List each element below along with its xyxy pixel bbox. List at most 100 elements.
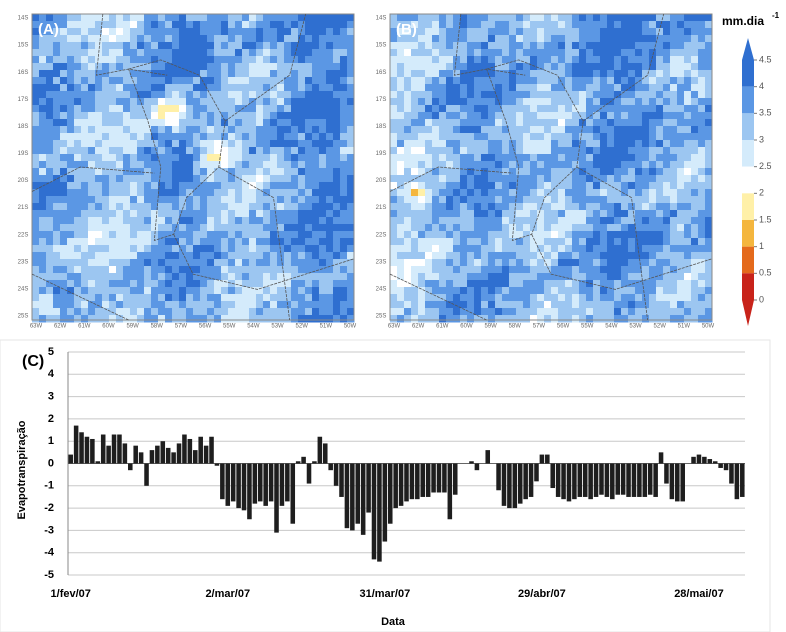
map-cell — [537, 14, 545, 22]
map-cell — [551, 105, 559, 113]
map-cell — [502, 133, 510, 141]
map-cell — [691, 140, 699, 148]
map-cell — [523, 294, 531, 302]
colorbar-tick-label: 1.5 — [759, 214, 772, 224]
map-cell — [214, 28, 222, 36]
map-cell — [277, 245, 285, 253]
map-cell — [432, 238, 440, 246]
map-cell — [572, 154, 580, 162]
bar — [160, 441, 166, 464]
map-cell — [263, 49, 271, 57]
map-cell — [305, 182, 313, 190]
map-cell — [558, 203, 566, 211]
map-cell — [39, 21, 47, 29]
map-cell — [88, 287, 96, 295]
map-cell — [593, 161, 601, 169]
map-cell — [397, 42, 405, 50]
map-cell — [691, 175, 699, 183]
map-cell — [130, 224, 138, 232]
map-cell — [516, 168, 524, 176]
map-cell — [95, 231, 103, 239]
map-cell — [102, 42, 110, 50]
map-cell — [495, 77, 503, 85]
map-cell — [186, 140, 194, 148]
map-cell — [277, 224, 285, 232]
map-cell — [516, 147, 524, 155]
map-cell — [586, 175, 594, 183]
map-cell — [172, 294, 180, 302]
map-cell — [579, 273, 587, 281]
map-cell — [684, 301, 692, 309]
map-cell — [509, 231, 517, 239]
map-cell — [656, 77, 664, 85]
map-cell — [298, 28, 306, 36]
map-cell — [179, 252, 187, 260]
map-cell — [537, 301, 545, 309]
map-cell — [249, 84, 257, 92]
map-cell — [572, 161, 580, 169]
map-cell — [326, 189, 334, 197]
map-cell — [502, 112, 510, 120]
map-cell — [411, 154, 419, 162]
map-cell — [32, 196, 40, 204]
map-cell — [214, 14, 222, 22]
map-cell — [277, 308, 285, 316]
map-cell — [130, 168, 138, 176]
map-cell — [39, 77, 47, 85]
map-cell — [67, 77, 75, 85]
map-cell — [397, 210, 405, 218]
map-cell — [607, 168, 615, 176]
map-cell — [326, 245, 334, 253]
map-cell — [256, 231, 264, 239]
map-cell — [439, 315, 447, 323]
map-cell — [488, 49, 496, 57]
map-cell — [677, 98, 685, 106]
map-cell — [460, 77, 468, 85]
map-cell — [677, 56, 685, 64]
map-cell — [340, 84, 348, 92]
map-cell — [256, 84, 264, 92]
map-cell — [572, 266, 580, 274]
map-cell — [186, 91, 194, 99]
map-cell — [46, 308, 54, 316]
map-cell — [207, 70, 215, 78]
map-cell — [200, 140, 208, 148]
map-cell — [207, 168, 215, 176]
map-cell — [151, 133, 159, 141]
map-cell — [277, 315, 285, 323]
map-cell — [530, 245, 538, 253]
map-cell — [467, 287, 475, 295]
map-cell — [193, 196, 201, 204]
bar — [317, 436, 323, 464]
map-cell — [228, 35, 236, 43]
map-cell — [130, 266, 138, 274]
map-cell — [340, 315, 348, 323]
map-cell — [663, 259, 671, 267]
bar — [501, 463, 507, 506]
map-cell — [95, 238, 103, 246]
map-cell — [270, 266, 278, 274]
map-cell — [39, 210, 47, 218]
map-cell — [242, 42, 250, 50]
map-cell — [551, 238, 559, 246]
map-cell — [411, 217, 419, 225]
map-cell — [256, 168, 264, 176]
bar — [106, 445, 111, 464]
map-cell — [390, 203, 398, 211]
map-cell — [144, 287, 152, 295]
bar — [474, 463, 480, 471]
map-cell — [579, 189, 587, 197]
map-cell — [186, 126, 194, 134]
map-cell — [46, 42, 54, 50]
map-cell — [305, 238, 313, 246]
map-cell — [144, 91, 152, 99]
map-cell — [404, 14, 412, 22]
map-cell — [151, 196, 159, 204]
map-cell — [109, 196, 117, 204]
map-cell — [53, 252, 61, 260]
map-cell — [277, 203, 285, 211]
map-cell — [446, 77, 454, 85]
map-cell — [81, 301, 89, 309]
map-cell — [74, 280, 82, 288]
